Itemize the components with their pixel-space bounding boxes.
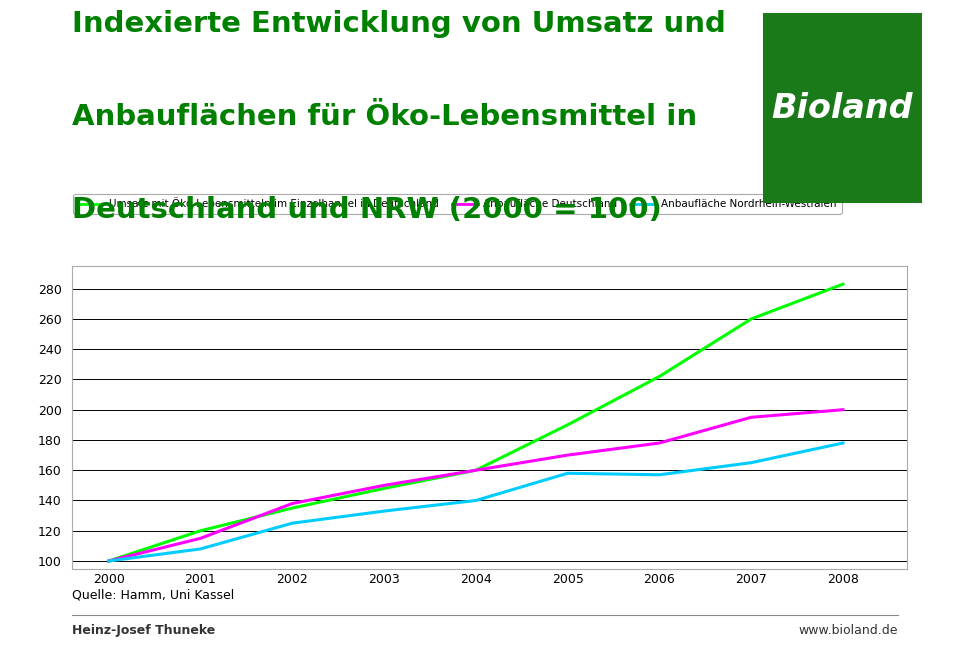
Legend: Umsatz mit Öko-Lebensmitteln im Einzelhandel in Deutschland, Anbaufläche Deutsch: Umsatz mit Öko-Lebensmitteln im Einzelha… bbox=[73, 194, 842, 215]
Text: Heinz-Josef Thuneke: Heinz-Josef Thuneke bbox=[72, 624, 215, 637]
Text: Quelle: Hamm, Uni Kassel: Quelle: Hamm, Uni Kassel bbox=[72, 589, 234, 602]
Text: Anbauflächen für Öko-Lebensmittel in: Anbauflächen für Öko-Lebensmittel in bbox=[72, 103, 697, 131]
Text: Indexierte Entwicklung von Umsatz und: Indexierte Entwicklung von Umsatz und bbox=[72, 10, 726, 38]
Text: www.bioland.de: www.bioland.de bbox=[798, 624, 898, 637]
Text: Bioland: Bioland bbox=[772, 92, 913, 124]
Text: Deutschland und NRW (2000 = 100): Deutschland und NRW (2000 = 100) bbox=[72, 196, 661, 224]
